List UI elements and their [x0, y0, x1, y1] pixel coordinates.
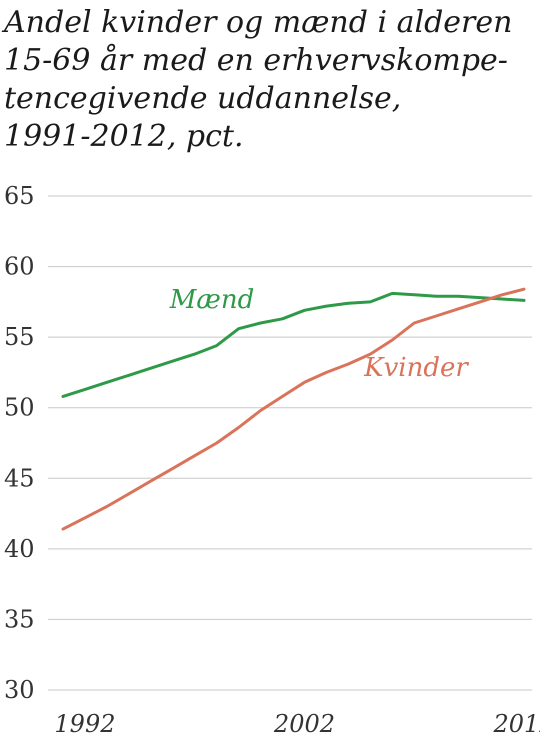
x-tick-label-2012: 2012: [492, 710, 540, 738]
x-axis-ticks: 1992 2002 2012: [54, 710, 540, 738]
y-tick-label-30: 30: [4, 676, 35, 704]
chart-title-line-4: 1991-2012, pct.: [4, 119, 244, 154]
chart-title-line-1: Andel kvinder og mænd i alderen: [4, 5, 513, 40]
series-label-maend: Mænd: [169, 285, 254, 315]
series-line-kvinder: [61, 287, 526, 531]
x-tick-label-2002: 2002: [273, 710, 335, 738]
y-tick-label-55: 55: [4, 323, 35, 351]
y-tick-label-60: 60: [4, 253, 35, 281]
y-tick-label-35: 35: [4, 605, 35, 633]
y-tick-label-45: 45: [4, 464, 35, 492]
y-tick-label-65: 65: [4, 182, 35, 210]
series-line-maend: [61, 291, 526, 398]
x-tick-label-1992: 1992: [54, 710, 115, 738]
chart-title-line-3: tencegivende uddannelse,: [4, 81, 402, 116]
chart-title: Andel kvinder og mænd i alderen 15-69 år…: [4, 4, 534, 156]
y-axis-ticks: 30 35 40 45 50 55 60 65: [4, 182, 35, 704]
chart-title-line-2: 15-69 år med en erhvervskompe-: [4, 43, 508, 78]
grid: [48, 195, 532, 691]
series-lines: [61, 287, 526, 531]
y-tick-label-50: 50: [4, 394, 35, 422]
series-labels: Mænd Kvinder: [169, 285, 470, 383]
series-label-kvinder: Kvinder: [363, 353, 469, 383]
y-tick-label-40: 40: [4, 535, 35, 563]
